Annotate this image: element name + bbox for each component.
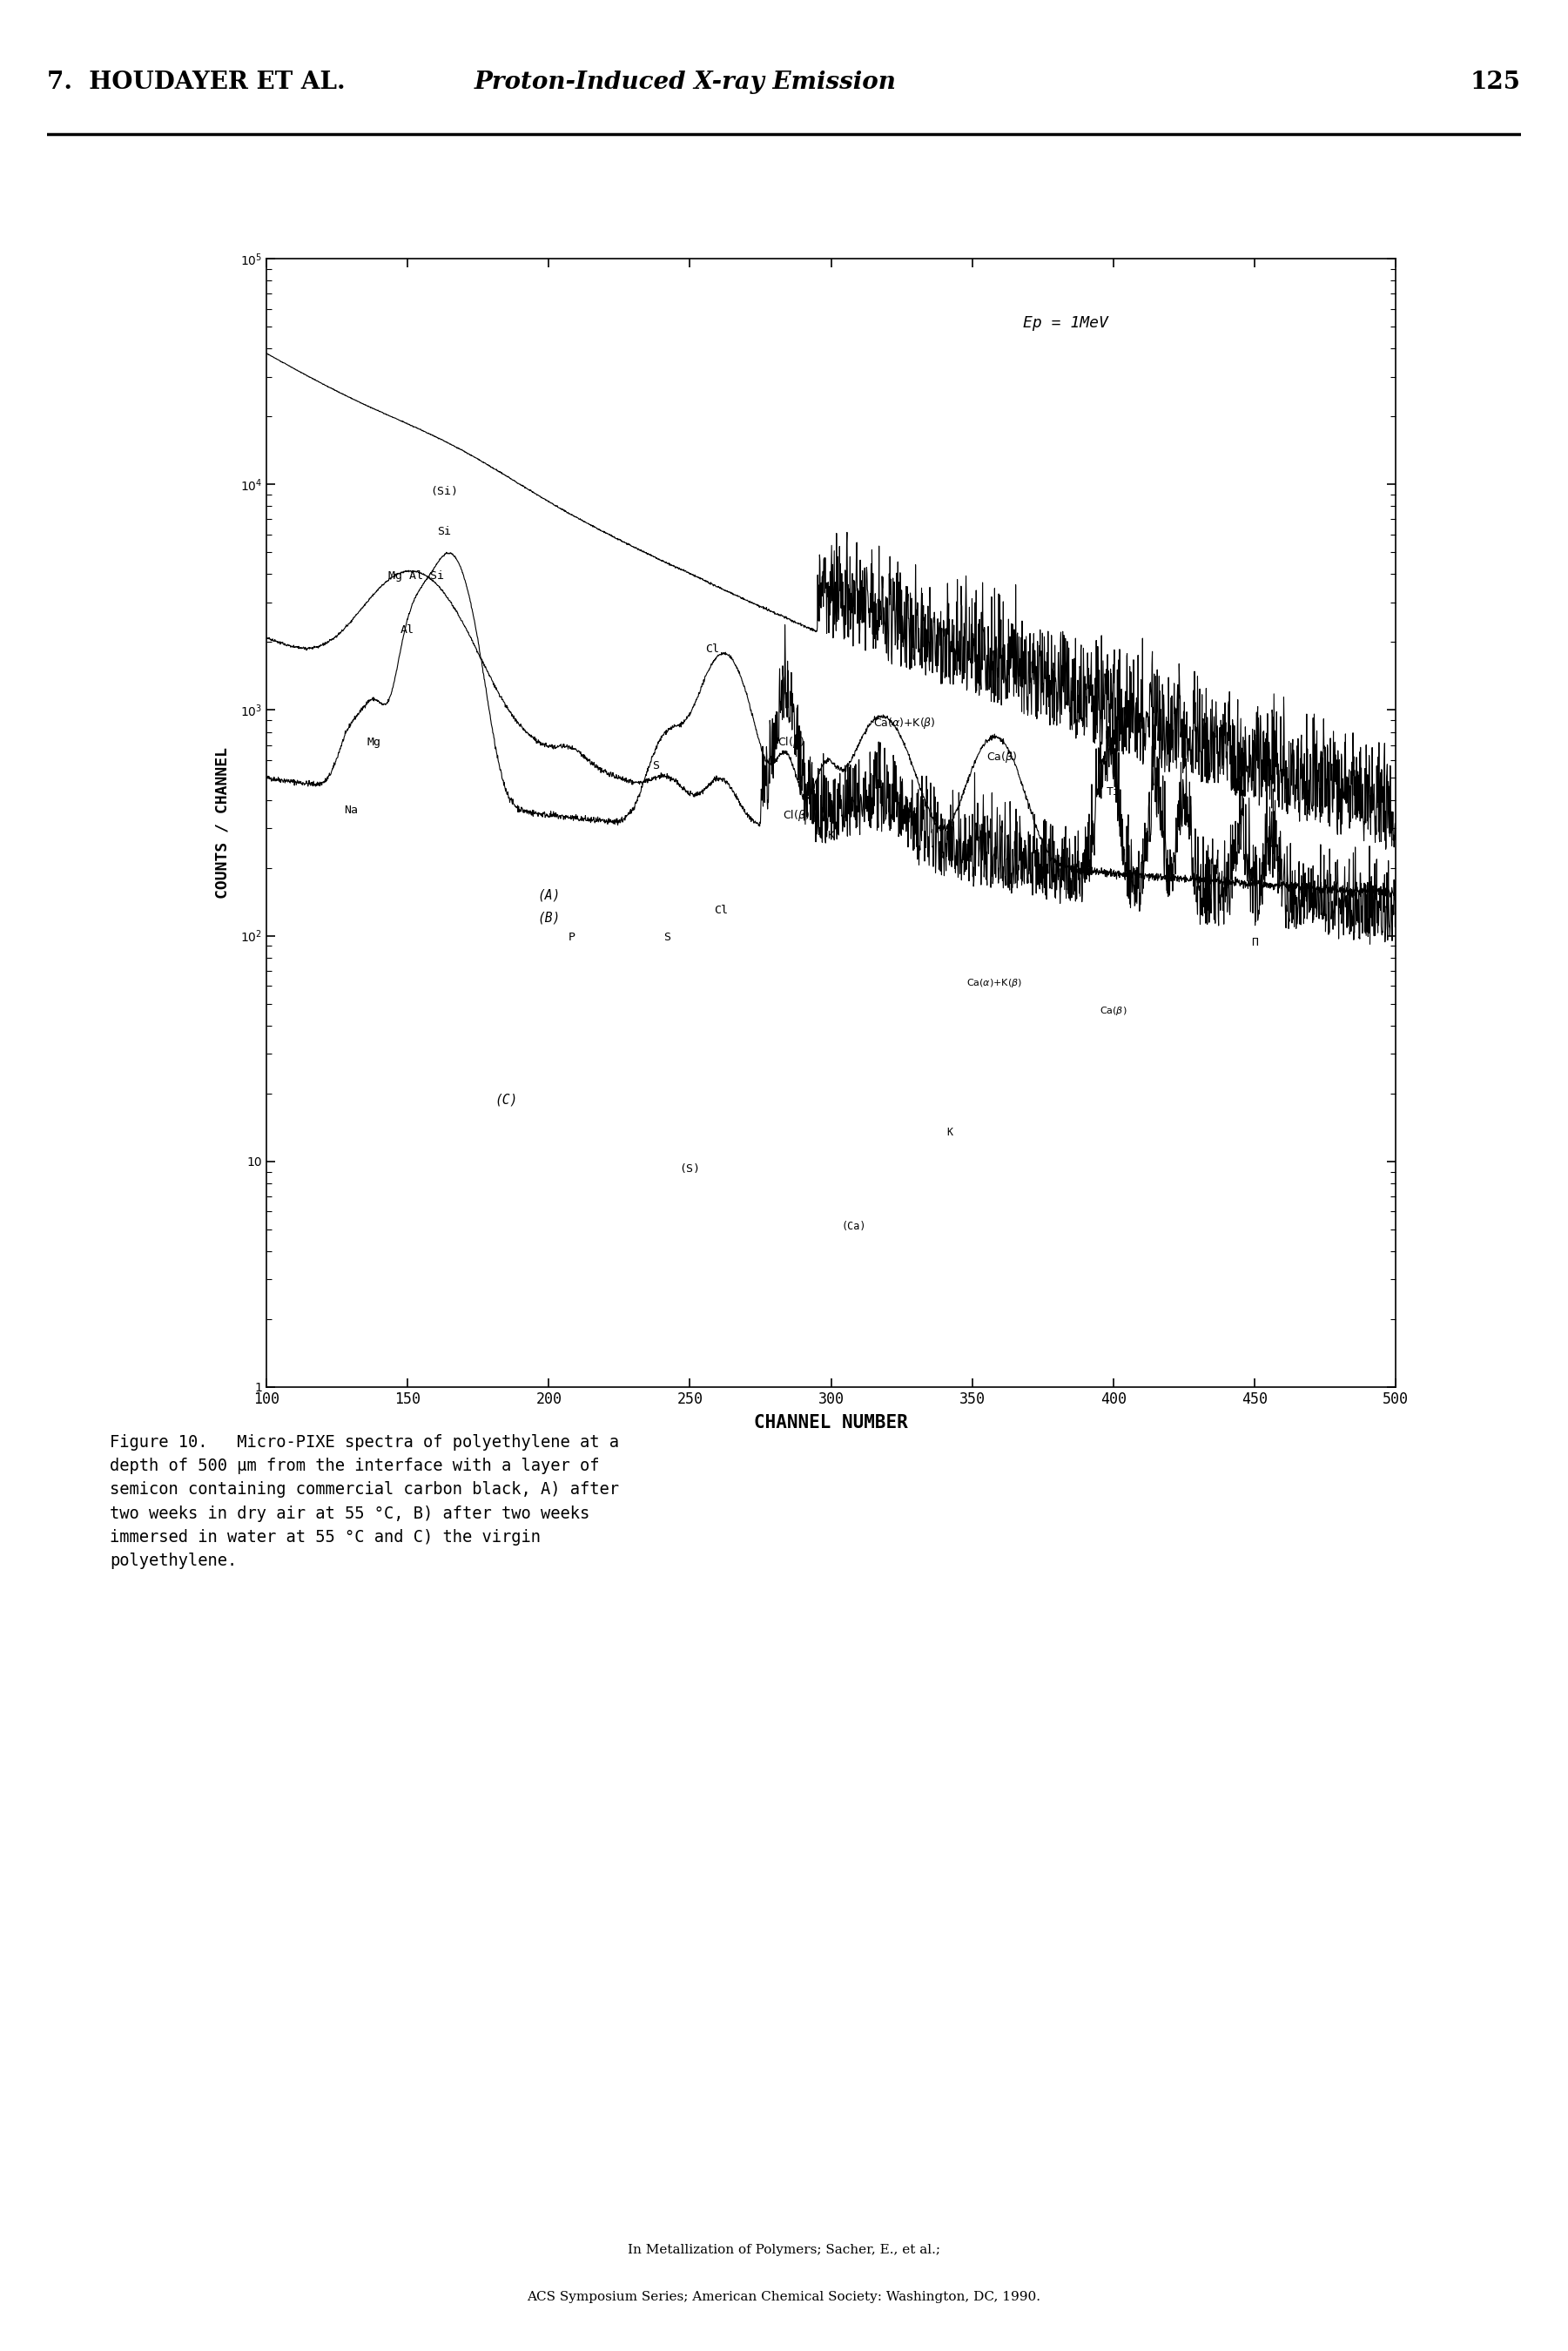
Text: K: K — [947, 1126, 953, 1138]
Text: Π: Π — [1251, 938, 1258, 950]
Text: 125: 125 — [1471, 71, 1521, 94]
Text: Al: Al — [401, 623, 414, 635]
Text: Ca($\alpha$)+K($\beta$): Ca($\alpha$)+K($\beta$) — [873, 715, 936, 731]
Text: P: P — [568, 931, 575, 943]
Text: Mg Al Si: Mg Al Si — [387, 571, 444, 581]
Text: (S): (S) — [679, 1164, 701, 1176]
Text: Figure 10.   Micro-PIXE spectra of polyethylene at a
depth of 500 μm from the in: Figure 10. Micro-PIXE spectra of polyeth… — [110, 1434, 619, 1570]
Text: (A): (A) — [538, 889, 560, 903]
Text: (Ca): (Ca) — [840, 1220, 866, 1232]
Text: ACS Symposium Series; American Chemical Society: Washington, DC, 1990.: ACS Symposium Series; American Chemical … — [527, 2290, 1041, 2304]
X-axis label: CHANNEL NUMBER: CHANNEL NUMBER — [754, 1415, 908, 1432]
Text: Cl($\beta$): Cl($\beta$) — [782, 809, 811, 823]
Text: Ti: Ti — [1107, 785, 1120, 797]
Text: Cl: Cl — [706, 644, 720, 656]
Text: Si: Si — [437, 527, 452, 536]
Text: Cl: Cl — [713, 905, 728, 917]
Text: Na: Na — [345, 804, 358, 816]
Text: S: S — [652, 759, 660, 771]
Text: Ep = 1MeV: Ep = 1MeV — [1022, 315, 1109, 331]
Text: Mg: Mg — [367, 736, 381, 748]
Text: In Metallization of Polymers; Sacher, E., et al.;: In Metallization of Polymers; Sacher, E.… — [627, 2243, 941, 2257]
Y-axis label: COUNTS / CHANNEL: COUNTS / CHANNEL — [215, 748, 230, 898]
Text: (B): (B) — [538, 912, 560, 924]
Text: Ca($\beta$): Ca($\beta$) — [986, 750, 1016, 764]
Text: (Si): (Si) — [431, 487, 458, 498]
Text: 7.  HOUDAYER ET AL.: 7. HOUDAYER ET AL. — [47, 71, 345, 94]
Text: Ca($\alpha$)+K($\beta$): Ca($\alpha$)+K($\beta$) — [966, 978, 1022, 990]
Text: Proton-Induced X-ray Emission: Proton-Induced X-ray Emission — [475, 71, 897, 94]
Text: Ca($\beta$): Ca($\beta$) — [1099, 1006, 1126, 1018]
Text: K: K — [828, 830, 834, 842]
Text: S: S — [663, 931, 671, 943]
Text: Cl($\beta$): Cl($\beta$) — [778, 734, 804, 750]
Text: (C): (C) — [495, 1093, 517, 1107]
